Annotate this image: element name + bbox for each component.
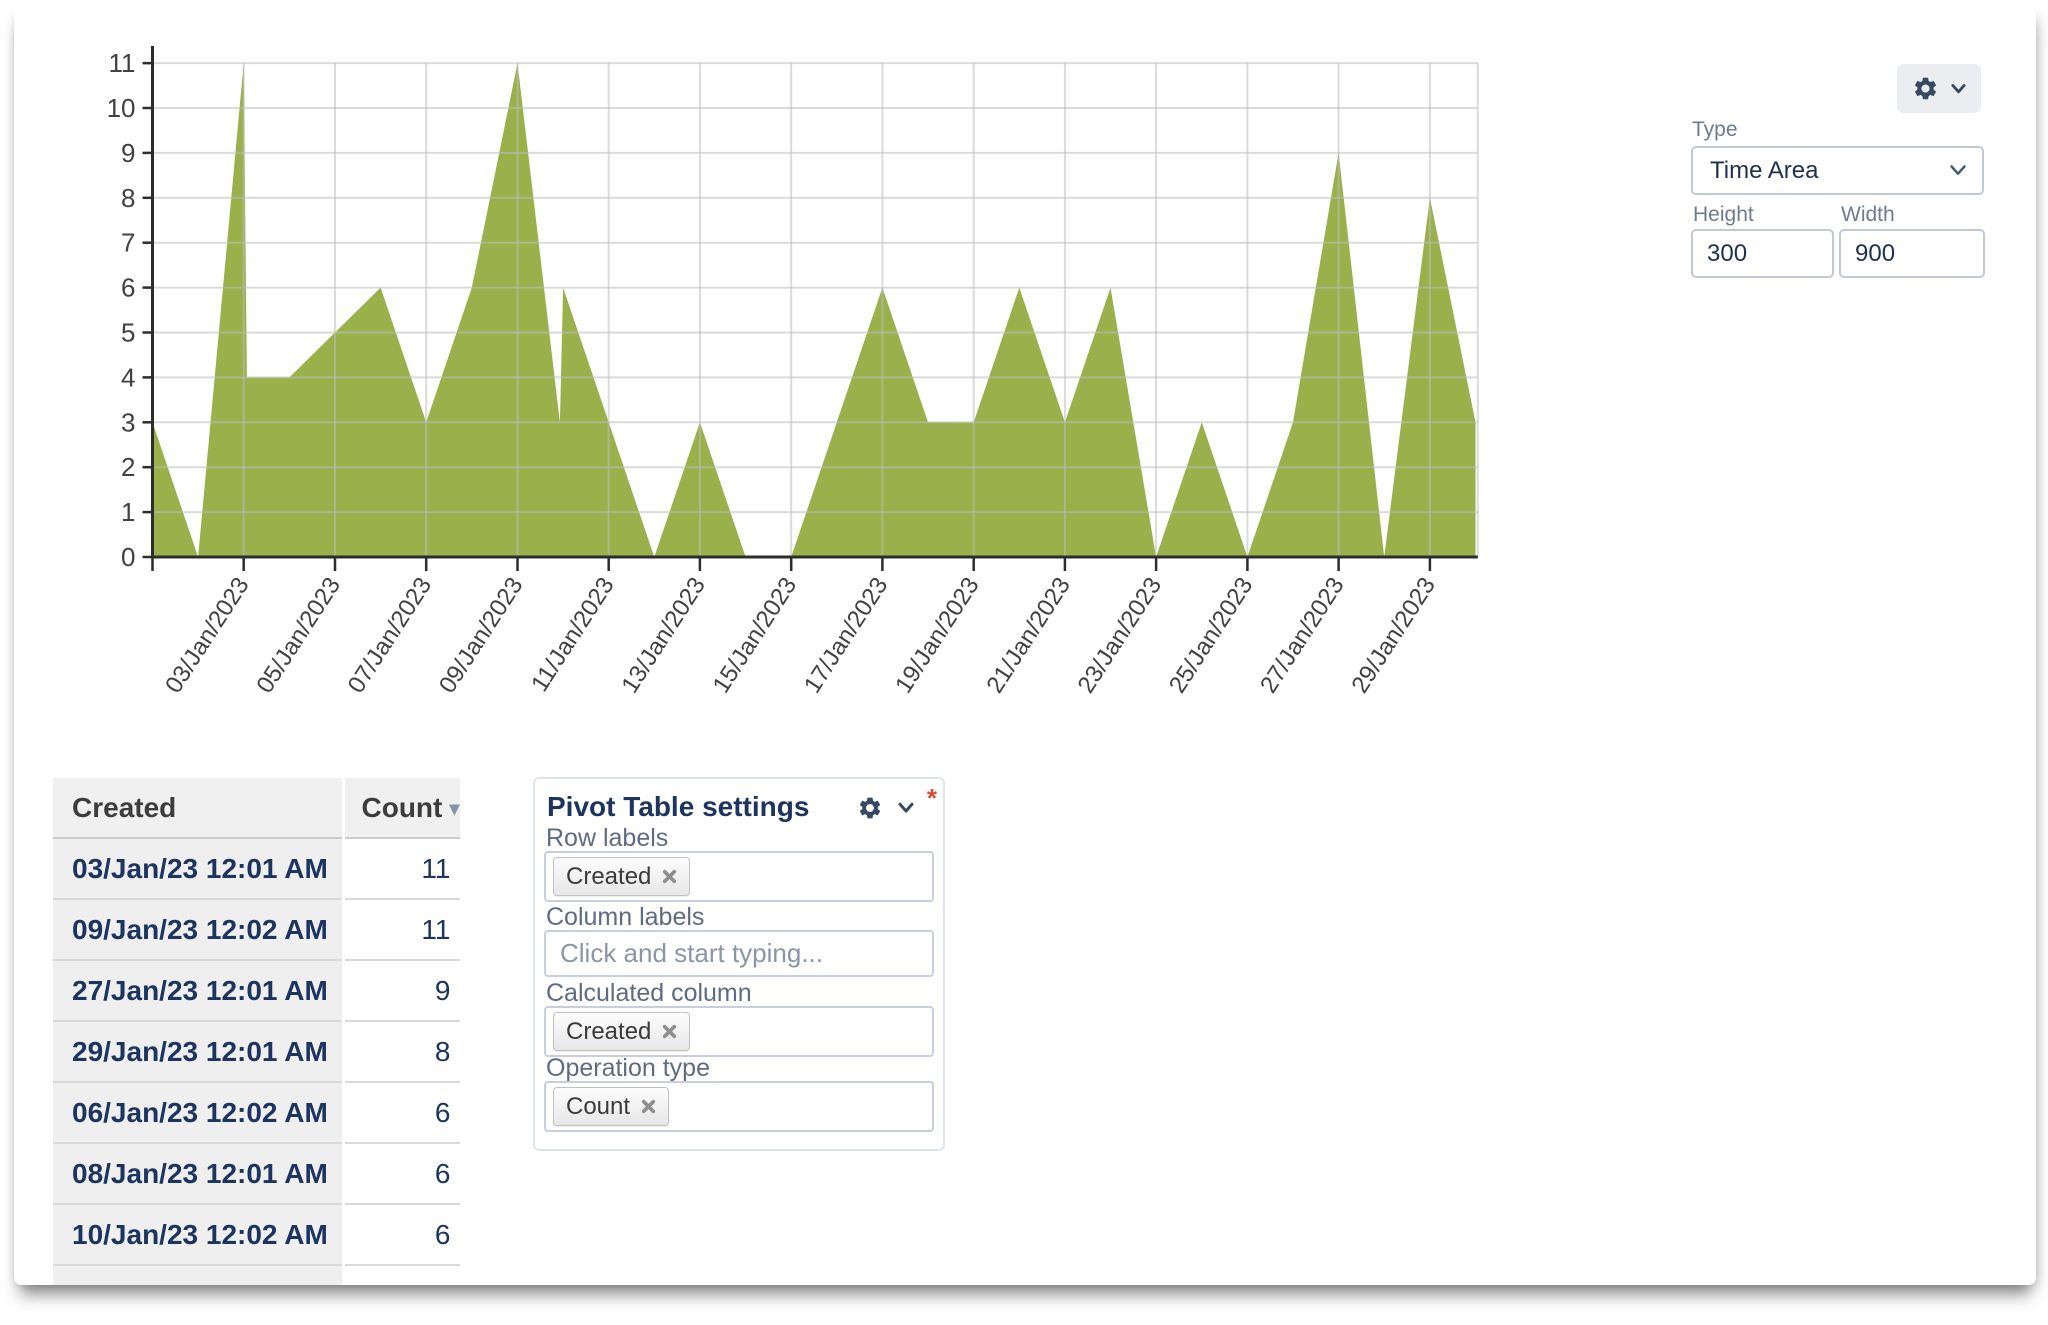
svg-text:09/Jan/2023: 09/Jan/2023 (434, 573, 529, 699)
chevron-down-icon[interactable] (897, 802, 915, 814)
x-icon[interactable] (662, 869, 677, 884)
count-cell: 8 (343, 1021, 461, 1083)
svg-text:5: 5 (121, 318, 135, 348)
chip[interactable]: Created (553, 1012, 691, 1051)
count-cell: 6 (343, 1204, 461, 1266)
svg-text:2: 2 (121, 452, 135, 482)
table-row: 27/Jan/23 12:01 AM 9 (53, 960, 461, 1022)
column-labels-field[interactable] (544, 930, 934, 977)
svg-text:19/Jan/2023: 19/Jan/2023 (890, 573, 985, 699)
svg-text:10: 10 (107, 93, 136, 123)
svg-text:3: 3 (121, 407, 135, 437)
svg-text:8: 8 (121, 183, 135, 213)
operation-type-field[interactable]: Count (544, 1081, 934, 1132)
svg-text:15/Jan/2023: 15/Jan/2023 (708, 573, 803, 699)
svg-text:4: 4 (121, 362, 135, 392)
width-input[interactable] (1839, 229, 1985, 278)
created-cell: 29/Jan/23 12:01 AM (53, 1021, 345, 1083)
chip-label: Count (566, 1092, 631, 1120)
svg-text:17/Jan/2023: 17/Jan/2023 (799, 573, 894, 699)
required-marker: * (926, 783, 937, 813)
svg-text:07/Jan/2023: 07/Jan/2023 (343, 573, 438, 699)
created-cell: 10/Jan/23 12:02 AM (53, 1204, 345, 1266)
row-labels-label: Row labels (546, 824, 669, 852)
table-row: 29/Jan/23 12:01 AM 8 (53, 1021, 461, 1083)
sort-desc-icon: ▾ (449, 797, 460, 820)
operation-type-label: Operation type (546, 1054, 710, 1082)
table-row: 03/Jan/23 12:01 AM 11 (53, 838, 461, 900)
gadget-page: 0 1 2 3 4 5 6 7 8 9 10 11 03/Jan/2023 05/Jan/2023 07/J… (14, 6, 2036, 1285)
svg-text:13/Jan/2023: 13/Jan/2023 (616, 573, 711, 699)
type-select[interactable]: Time Area (1691, 146, 1984, 195)
chip[interactable]: Count (553, 1087, 670, 1126)
height-input[interactable] (1691, 229, 1834, 278)
count-cell: 6 (343, 1143, 461, 1205)
svg-text:6: 6 (121, 273, 135, 303)
column-labels-input[interactable] (546, 937, 932, 970)
svg-text:27/Jan/2023: 27/Jan/2023 (1255, 573, 1350, 699)
count-cell: 11 (343, 899, 461, 961)
height-label: Height (1693, 203, 1754, 226)
created-cell: 08/Jan/23 12:01 AM (53, 1143, 345, 1205)
table-row: 08/Jan/23 12:01 AM 6 (53, 1143, 461, 1205)
pivot-table: Created Count ▾ 03/Jan/23 12:01 AM 11 09/Ja… (53, 778, 461, 1285)
x-icon[interactable] (662, 1024, 677, 1039)
type-label: Type (1692, 118, 1738, 141)
created-cell: 06/Jan/23 12:02 AM (53, 1082, 345, 1144)
count-cell: 6 (343, 1082, 461, 1144)
column-header-count[interactable]: Count ▾ (343, 778, 461, 839)
svg-text:05/Jan/2023: 05/Jan/2023 (251, 573, 346, 699)
svg-text:21/Jan/2023: 21/Jan/2023 (981, 573, 1076, 699)
chip-label: Created (566, 1017, 652, 1045)
table-header-row: Created Count ▾ (53, 778, 461, 839)
row-labels-field[interactable]: Created (544, 851, 934, 902)
chip-label: Created (566, 862, 652, 890)
column-header-count-label: Count (361, 791, 443, 823)
svg-text:03/Jan/2023: 03/Jan/2023 (160, 573, 255, 699)
created-cell: 27/Jan/23 12:01 AM (53, 960, 345, 1022)
created-cell: 03/Jan/23 12:01 AM (53, 838, 345, 900)
width-label: Width (1841, 203, 1895, 226)
count-cell: 9 (343, 960, 461, 1022)
pivot-gear-icon[interactable] (857, 795, 883, 821)
chip[interactable]: Created (553, 857, 691, 896)
column-header-created[interactable]: Created (53, 778, 345, 839)
count-cell (343, 1265, 461, 1285)
svg-text:0: 0 (121, 542, 135, 572)
x-icon[interactable] (641, 1099, 656, 1114)
gear-icon (1914, 77, 1936, 100)
table-row-partial (53, 1265, 461, 1285)
svg-text:23/Jan/2023: 23/Jan/2023 (1073, 573, 1168, 699)
svg-text:7: 7 (121, 228, 135, 258)
svg-text:9: 9 (121, 138, 135, 168)
chevron-down-icon (1948, 164, 1968, 177)
column-labels-label: Column labels (546, 903, 705, 931)
time-area-chart: 0 1 2 3 4 5 6 7 8 9 10 11 03/Jan/202305/Jan/202307/J… (107, 46, 1479, 699)
svg-text:25/Jan/2023: 25/Jan/2023 (1164, 573, 1259, 699)
calculated-column-label: Calculated column (546, 979, 752, 1007)
svg-text:11/Jan/2023: 11/Jan/2023 (526, 573, 620, 697)
type-select-value: Time Area (1710, 156, 1819, 184)
chart-settings-button[interactable] (1897, 64, 1981, 113)
chevron-down-icon (1950, 83, 1966, 93)
pivot-settings-title: Pivot Table settings (547, 791, 810, 822)
table-row: 10/Jan/23 12:02 AM 6 (53, 1204, 461, 1266)
calculated-column-field[interactable]: Created (544, 1006, 934, 1057)
table-row: 09/Jan/23 12:02 AM 11 (53, 899, 461, 961)
svg-text:11: 11 (109, 48, 136, 78)
created-cell: 09/Jan/23 12:02 AM (53, 899, 345, 961)
created-cell (53, 1265, 345, 1285)
svg-text:1: 1 (121, 497, 135, 527)
table-row: 06/Jan/23 12:02 AM 6 (53, 1082, 461, 1144)
svg-text:29/Jan/2023: 29/Jan/2023 (1346, 573, 1441, 699)
pivot-settings-panel: Pivot Table settings * Row labels Create… (533, 777, 945, 1151)
count-cell: 11 (343, 838, 461, 900)
